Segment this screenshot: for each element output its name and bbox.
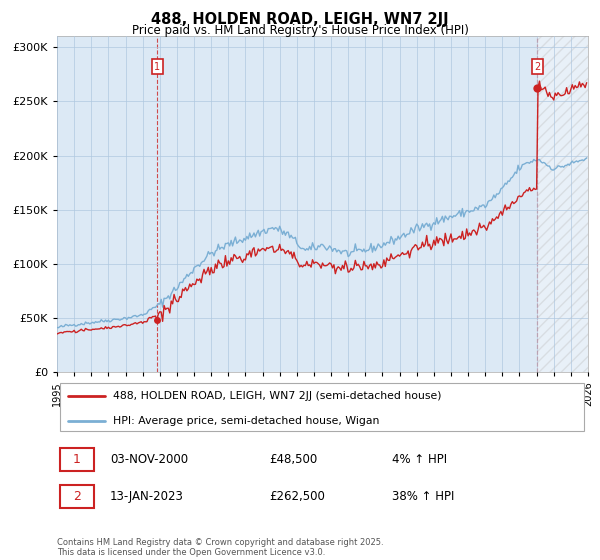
FancyBboxPatch shape: [59, 449, 94, 471]
FancyBboxPatch shape: [59, 486, 94, 508]
Text: 2: 2: [73, 491, 81, 503]
Text: 13-JAN-2023: 13-JAN-2023: [110, 491, 184, 503]
FancyBboxPatch shape: [59, 384, 584, 431]
Text: £48,500: £48,500: [269, 453, 317, 466]
Text: 38% ↑ HPI: 38% ↑ HPI: [392, 491, 454, 503]
Text: £262,500: £262,500: [269, 491, 325, 503]
Text: 4% ↑ HPI: 4% ↑ HPI: [392, 453, 446, 466]
Bar: [538, 36, 588, 372]
Text: 03-NOV-2000: 03-NOV-2000: [110, 453, 188, 466]
Text: 488, HOLDEN ROAD, LEIGH, WN7 2JJ (semi-detached house): 488, HOLDEN ROAD, LEIGH, WN7 2JJ (semi-d…: [113, 391, 441, 401]
Text: HPI: Average price, semi-detached house, Wigan: HPI: Average price, semi-detached house,…: [113, 416, 379, 426]
Bar: [538, 36, 588, 372]
Text: 488, HOLDEN ROAD, LEIGH, WN7 2JJ: 488, HOLDEN ROAD, LEIGH, WN7 2JJ: [151, 12, 449, 27]
Text: 1: 1: [73, 453, 81, 466]
Text: Contains HM Land Registry data © Crown copyright and database right 2025.
This d: Contains HM Land Registry data © Crown c…: [57, 538, 383, 557]
Text: 1: 1: [154, 62, 160, 72]
Text: 2: 2: [535, 62, 541, 72]
Text: Price paid vs. HM Land Registry's House Price Index (HPI): Price paid vs. HM Land Registry's House …: [131, 24, 469, 36]
